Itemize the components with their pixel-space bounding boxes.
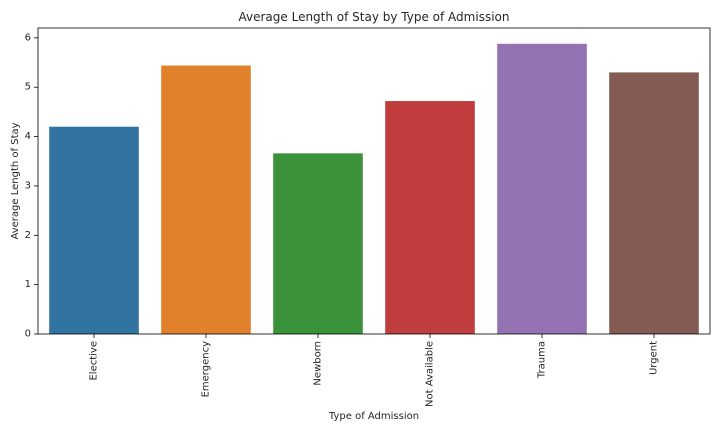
x-tick-label: Trauma	[537, 341, 548, 379]
x-tick-label: Urgent	[649, 341, 660, 375]
y-tick-label: 4	[25, 131, 31, 142]
x-axis: Elective Emergency Newborn Not Available Tra…	[89, 334, 660, 407]
chart-title: Average Length of Stay by Type of Admiss…	[239, 10, 510, 24]
bar-newborn	[273, 153, 363, 334]
y-tick-label: 2	[25, 230, 31, 241]
y-tick-label: 0	[25, 329, 31, 340]
y-tick-label: 5	[25, 82, 31, 93]
bar-not-available	[385, 101, 475, 334]
bar-emergency	[161, 65, 251, 334]
y-axis-title: Average Length of Stay	[10, 122, 21, 239]
y-axis: 0 1 2 3 4 5 6	[25, 32, 38, 340]
x-tick-label: Not Available	[425, 341, 436, 407]
bar-urgent	[609, 72, 699, 335]
y-tick-label: 6	[25, 32, 31, 43]
x-tick-label: Newborn	[313, 341, 324, 386]
y-tick-label: 1	[25, 279, 31, 290]
y-tick-label: 3	[25, 180, 31, 191]
x-axis-title: Type of Admission	[328, 411, 419, 422]
bar-trauma	[497, 43, 587, 334]
x-tick-label: Elective	[89, 341, 100, 381]
plot-frame	[37, 27, 711, 335]
bar-elective	[49, 126, 139, 335]
bars-group	[49, 43, 699, 335]
x-tick-label: Emergency	[201, 341, 212, 397]
